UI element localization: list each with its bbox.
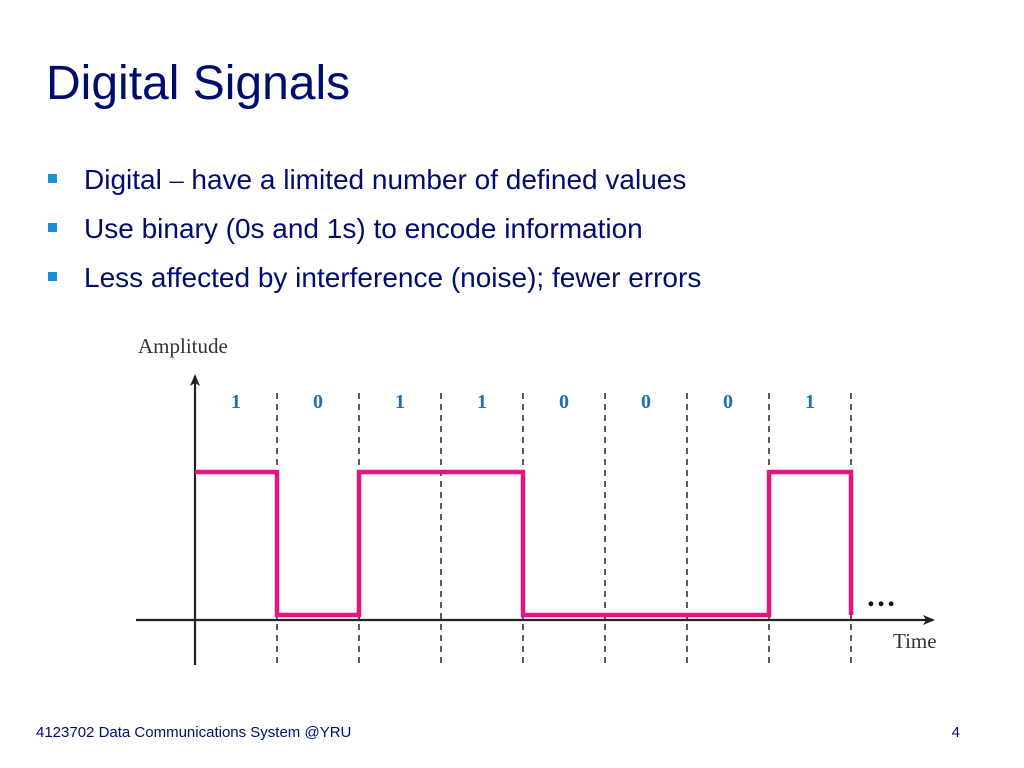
bullet-item: Use binary (0s and 1s) to encode informa… [46, 209, 701, 258]
footer-course-title: 4123702 Data Communications System @YRU [36, 724, 352, 741]
bullet-text-suffix: have a limited number of defined values [183, 164, 687, 195]
page-number: 4 [951, 724, 960, 741]
bit-label: 1 [805, 391, 815, 413]
square-bullet-icon [48, 272, 57, 281]
slide-title: Digital Signals [46, 57, 351, 110]
bit-label: 0 [641, 391, 651, 413]
bullet-text: Use binary (0s and 1s) to encode informa… [84, 213, 643, 244]
bit-label: 1 [477, 391, 487, 413]
bit-labels: 1 0 1 1 0 0 0 1 [231, 391, 815, 413]
bullet-item: Less affected by interference (noise); f… [46, 258, 701, 307]
bit-label: 0 [559, 391, 569, 413]
bullet-item: Digital – have a limited number of defin… [46, 160, 701, 209]
y-axis-label: Amplitude [138, 334, 228, 358]
bit-label: 1 [231, 391, 241, 413]
square-bullet-icon [48, 174, 57, 183]
bullet-list: Digital – have a limited number of defin… [46, 160, 701, 307]
x-axis-label: Time [893, 629, 937, 653]
bullet-dash: – [169, 165, 184, 196]
square-bullet-icon [48, 223, 57, 232]
continuation-ellipsis: … [866, 580, 896, 613]
bit-label: 0 [313, 391, 323, 413]
bit-label: 0 [723, 391, 733, 413]
bit-label: 1 [395, 391, 405, 413]
bullet-text: Less affected by interference (noise); f… [84, 262, 702, 293]
digital-signal-waveform [195, 469, 854, 618]
bullet-text-prefix: Digital [84, 164, 170, 195]
bit-separators [276, 393, 852, 665]
